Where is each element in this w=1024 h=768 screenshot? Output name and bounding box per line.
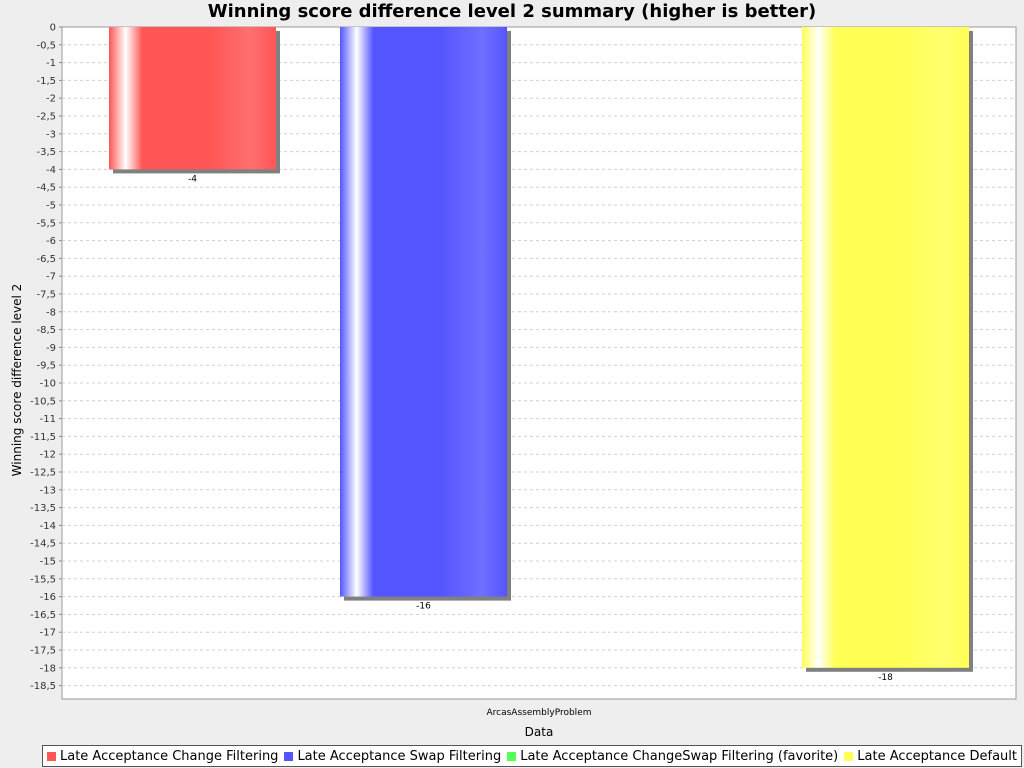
bars: -4 -16 -18: [109, 27, 973, 683]
y-tick-label: -17: [40, 628, 56, 639]
y-tick-label: -10: [40, 379, 56, 390]
y-tick-label: -16,5: [30, 610, 56, 621]
legend-item: Late Acceptance ChangeSwap Filtering (fa…: [507, 749, 838, 764]
legend-item: Late Acceptance Change Filtering: [47, 749, 278, 764]
legend-label: Late Acceptance Swap Filtering: [297, 748, 502, 764]
legend-item: Late Acceptance Default: [844, 749, 1017, 764]
y-tick-label: -1,5: [36, 76, 56, 87]
y-tick-label: -15: [40, 557, 56, 568]
y-tick-label: -6,5: [36, 254, 56, 265]
y-tick-label: -2,5: [36, 112, 56, 123]
legend-swatch: [47, 751, 56, 761]
legend-label: Late Acceptance Change Filtering: [60, 748, 279, 764]
y-tick-label: -11: [40, 414, 56, 425]
y-tick-label: -14,5: [30, 539, 56, 550]
y-tick-label: -5: [46, 201, 56, 212]
legend-item: Late Acceptance Swap Filtering: [284, 749, 501, 764]
y-tick-label: -13,5: [30, 503, 56, 514]
y-tick-label: -8,5: [36, 325, 56, 336]
y-tick-label: -13: [40, 485, 56, 496]
x-category-label: ArcasAssemblyProblem: [487, 708, 592, 718]
y-tick-label: -3: [46, 129, 56, 140]
y-tick-label: -9,5: [36, 361, 56, 372]
y-tick-label: -3,5: [36, 147, 56, 158]
y-tick-label: -6: [46, 236, 56, 247]
bar-value-label: -16: [416, 602, 431, 612]
legend-swatch: [844, 751, 854, 761]
y-axis-label: Winning score difference level 2: [10, 284, 24, 477]
y-tick-label: -1: [46, 58, 56, 69]
y-tick-label: -4,5: [36, 183, 56, 194]
grid-lines: [62, 44, 1016, 687]
y-tick-label: -5,5: [36, 218, 56, 229]
y-tick-label: -7,5: [36, 290, 56, 301]
bar-value-label: -4: [188, 174, 197, 184]
bar: [109, 27, 276, 170]
y-tick-label: -4: [46, 165, 56, 176]
y-tick-label: -0,5: [36, 40, 56, 51]
bar: [340, 27, 507, 597]
bar-value-label: -18: [878, 673, 893, 683]
y-tick-label: -15,5: [30, 574, 56, 585]
y-tick-label: -18,5: [30, 681, 56, 692]
bar: [802, 27, 969, 668]
y-tick-label: 0: [50, 23, 56, 34]
chart-legend: Late Acceptance Change Filtering Late Acc…: [42, 745, 1022, 767]
y-tick-label: -16: [40, 592, 56, 603]
legend-swatch: [507, 751, 517, 761]
legend-swatch: [284, 751, 294, 761]
y-tick-label: -17,5: [30, 646, 56, 657]
y-tick-label: -12,5: [30, 468, 56, 479]
x-axis-label: Data: [525, 725, 554, 739]
y-tick-label: -7: [46, 272, 56, 283]
chart-title: Winning score difference level 2 summary…: [207, 1, 817, 22]
y-tick-label: -12: [40, 450, 56, 461]
y-tick-label: -2: [46, 94, 56, 105]
y-tick-label: -8: [46, 307, 56, 318]
y-tick-label: -14: [40, 521, 56, 532]
y-axis-ticks: 0 -0,5 -1 -1,5 -2 -2,5 -3 -3,5 -4 -4,5 -5 -5,5 -6 -6,…: [30, 23, 62, 692]
legend-label: Late Acceptance ChangeSwap Filtering (fa…: [520, 748, 839, 764]
y-tick-label: -10,5: [30, 396, 56, 407]
y-tick-label: -9: [46, 343, 56, 354]
y-tick-label: -11,5: [30, 432, 56, 443]
legend-label: Late Acceptance Default: [857, 748, 1017, 764]
y-tick-label: -18: [40, 663, 56, 674]
